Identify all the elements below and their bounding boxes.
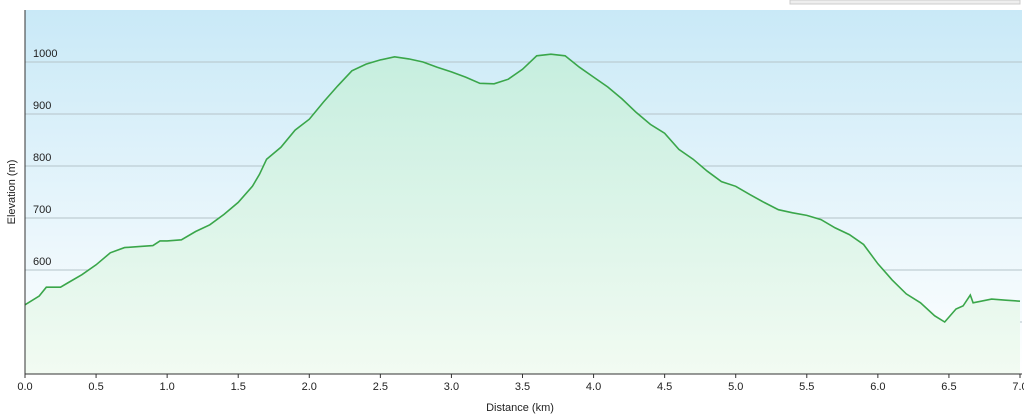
x-axis-label: Distance (km) [486, 402, 554, 414]
y-axis-label: Elevation (m) [6, 160, 18, 225]
x-tick-label: 6.5 [941, 381, 956, 393]
x-tick-label: 0.0 [17, 381, 32, 393]
x-tick-label: 4.0 [586, 381, 601, 393]
toolbar-edge [789, 0, 1021, 5]
x-tick-label: 2.0 [302, 381, 317, 393]
x-tick-label: 5.0 [728, 381, 743, 393]
y-tick-label: 700 [33, 204, 51, 216]
x-tick-label: 2.5 [373, 381, 388, 393]
y-tick-label: 900 [33, 100, 51, 112]
elevation-line [24, 53, 1021, 324]
x-tick-label: 7.0 [1012, 381, 1024, 393]
x-tick-label: 1.5 [231, 381, 246, 393]
x-tick-label: 3.5 [515, 381, 530, 393]
x-tick-label: 1.0 [159, 381, 174, 393]
x-tick-label: 4.5 [657, 381, 672, 393]
x-tick-label: 3.0 [444, 381, 459, 393]
y-tick-label: 600 [33, 256, 51, 268]
y-tick-label: 1000 [33, 48, 57, 60]
y-tick-label: 800 [33, 152, 51, 164]
x-tick-label: 6.0 [870, 381, 885, 393]
area-fill [25, 54, 1020, 374]
x-tick-label: 0.5 [88, 381, 103, 393]
x-tick-label: 5.5 [799, 381, 814, 393]
